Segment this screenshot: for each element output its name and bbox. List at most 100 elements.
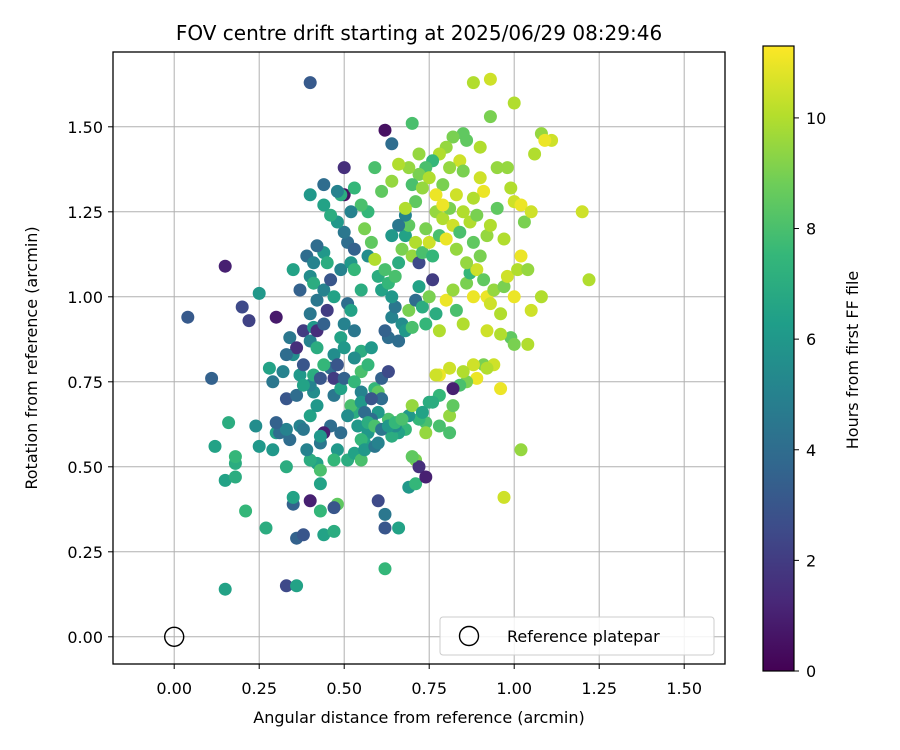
- data-point: [446, 382, 460, 396]
- data-point: [466, 191, 480, 205]
- data-point: [415, 181, 429, 195]
- data-point: [283, 433, 297, 447]
- data-point: [279, 348, 293, 362]
- data-point: [402, 161, 416, 175]
- data-point: [500, 161, 514, 175]
- data-point: [511, 263, 525, 277]
- data-point: [279, 460, 293, 474]
- data-point: [347, 242, 361, 256]
- data-point: [293, 283, 307, 297]
- data-point: [242, 314, 256, 328]
- data-point: [470, 263, 484, 277]
- data-point: [419, 426, 433, 440]
- data-point: [324, 273, 338, 287]
- data-point: [412, 256, 426, 270]
- data-point: [473, 140, 487, 154]
- data-point: [449, 303, 463, 317]
- data-point: [460, 276, 474, 290]
- data-point: [310, 399, 324, 413]
- data-point: [412, 460, 426, 474]
- data-point: [347, 263, 361, 277]
- data-point: [303, 453, 317, 467]
- data-point: [490, 161, 504, 175]
- data-point: [358, 443, 372, 457]
- data-point: [392, 218, 406, 232]
- colorbar-tick-label: 6: [806, 330, 816, 349]
- data-point: [334, 331, 348, 345]
- data-point: [327, 290, 341, 304]
- data-point: [473, 249, 487, 263]
- data-point: [218, 582, 232, 596]
- data-point: [388, 300, 402, 314]
- data-point: [466, 235, 480, 249]
- data-point: [286, 263, 300, 277]
- data-point: [432, 419, 446, 433]
- data-point: [470, 208, 484, 222]
- data-point: [324, 208, 338, 222]
- data-point: [378, 324, 392, 338]
- data-point: [412, 280, 426, 294]
- data-point: [405, 116, 419, 130]
- data-point: [313, 477, 327, 491]
- data-point: [181, 310, 195, 324]
- data-point: [521, 337, 535, 351]
- data-point: [453, 154, 467, 168]
- data-point: [517, 215, 531, 229]
- data-point: [385, 310, 399, 324]
- data-point: [354, 385, 368, 399]
- colorbar: [762, 45, 795, 672]
- data-point: [446, 283, 460, 297]
- data-point: [296, 358, 310, 372]
- data-point: [375, 184, 389, 198]
- data-point: [334, 426, 348, 440]
- data-point: [330, 443, 344, 457]
- data-point: [426, 249, 440, 263]
- y-tick-label: 1.50: [67, 118, 103, 137]
- y-tick-label: 1.25: [67, 203, 103, 222]
- data-point: [436, 198, 450, 212]
- data-point: [494, 382, 508, 396]
- data-point: [381, 365, 395, 379]
- data-point: [392, 256, 406, 270]
- scatter-points: [163, 72, 596, 647]
- data-point: [361, 358, 375, 372]
- data-point: [575, 205, 589, 219]
- data-point: [405, 399, 419, 413]
- x-tick-label: 1.50: [666, 679, 702, 698]
- data-point: [337, 225, 351, 239]
- data-point: [222, 416, 236, 430]
- data-point: [443, 409, 457, 423]
- legend-box: [439, 616, 715, 656]
- data-point: [429, 307, 443, 321]
- data-point: [443, 426, 457, 440]
- data-point: [436, 178, 450, 192]
- data-point: [371, 436, 385, 450]
- data-point: [290, 341, 304, 355]
- colorbar-tick-label: 4: [806, 441, 816, 460]
- data-point: [385, 229, 399, 243]
- data-point: [235, 300, 249, 314]
- data-point: [405, 320, 419, 334]
- data-point: [412, 147, 426, 161]
- data-point: [330, 184, 344, 198]
- data-point: [303, 409, 317, 423]
- data-point: [483, 218, 497, 232]
- data-point: [477, 184, 491, 198]
- data-point: [296, 422, 310, 436]
- data-point: [456, 164, 470, 178]
- data-point: [290, 388, 304, 402]
- data-point: [477, 273, 491, 287]
- data-point: [439, 293, 453, 307]
- data-point: [456, 365, 470, 379]
- chart-title: FOV centre drift starting at 2025/06/29 …: [176, 21, 662, 45]
- colorbar-label: Hours from first FF file: [843, 271, 862, 450]
- data-point: [303, 307, 317, 321]
- data-point: [449, 188, 463, 202]
- reference-platepar-marker: [163, 626, 185, 647]
- x-tick-label: 0.25: [241, 679, 277, 698]
- data-point: [351, 419, 365, 433]
- x-tick-label: 0.00: [156, 679, 192, 698]
- data-point: [337, 317, 351, 331]
- data-point: [528, 147, 542, 161]
- data-point: [313, 371, 327, 385]
